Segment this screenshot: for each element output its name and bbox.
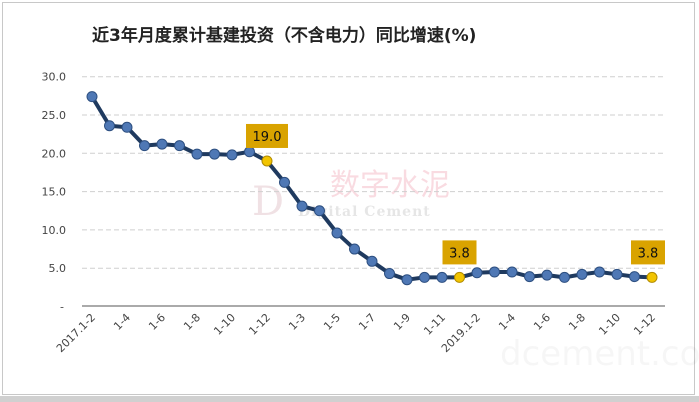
chart-title: 近3年月度累计基建投资（不含电力）同比增速(%) — [92, 26, 477, 46]
data-point — [86, 91, 98, 103]
data-point — [244, 146, 255, 158]
data-point — [279, 176, 290, 188]
data-point — [419, 271, 430, 283]
data-point — [104, 120, 115, 132]
y-tick-label: 15.0 — [42, 186, 67, 199]
data-point — [384, 268, 395, 280]
data-point — [314, 205, 325, 217]
data-label: 19.0 — [253, 130, 282, 145]
x-tick-label: 1-12 — [246, 311, 273, 338]
x-tick-label: 1-7 — [356, 311, 378, 333]
data-point — [401, 274, 413, 286]
data-point — [506, 266, 518, 278]
y-tick-label: 10.0 — [42, 224, 67, 237]
data-point — [349, 243, 360, 255]
highlight-point — [454, 271, 465, 283]
x-tick-label: 2017.1-2 — [54, 311, 98, 355]
data-point — [226, 149, 238, 161]
data-label-box — [246, 123, 288, 148]
x-tick-label: 1-6 — [146, 311, 168, 333]
watermark-site: dcement.com — [500, 334, 699, 374]
watermark-cn: 数字水泥 — [330, 168, 450, 203]
x-tick-label: 1-4 — [111, 311, 133, 333]
data-point — [489, 266, 500, 278]
data-label-box — [442, 240, 477, 265]
data-label-box — [631, 240, 665, 265]
watermark: D 数字水泥 Digital Cement — [252, 168, 450, 225]
y-tick-label: 30.0 — [42, 71, 67, 84]
data-point — [594, 266, 605, 278]
data-point — [156, 138, 168, 150]
watermark-logo: D — [252, 179, 284, 225]
highlight-point — [261, 155, 273, 167]
data-point — [541, 269, 553, 281]
data-point — [559, 271, 570, 283]
y-tick-label: 20.0 — [42, 147, 67, 160]
x-tick-label: 1-6 — [531, 311, 553, 333]
y-tick-label: 5.0 — [49, 262, 67, 275]
data-point — [524, 271, 535, 283]
x-tick-label: 1-8 — [181, 311, 203, 333]
x-tick-label: 1-9 — [391, 311, 413, 333]
data-label: 3.8 — [449, 246, 470, 261]
x-tick-label: 1-11 — [421, 311, 448, 338]
data-point — [471, 267, 483, 279]
data-point — [191, 148, 203, 160]
data-point — [121, 121, 133, 133]
watermark-en: Digital Cement — [298, 204, 431, 220]
data-point — [209, 148, 220, 160]
chart-frame — [2, 2, 695, 395]
data-point — [576, 268, 588, 280]
data-point — [366, 255, 378, 267]
bottom-scroll-strip — [0, 396, 699, 402]
y-tick-label: - — [60, 301, 64, 314]
y-tick-label: 25.0 — [42, 109, 67, 122]
data-point — [174, 140, 185, 152]
data-point — [436, 271, 448, 283]
data-point — [331, 227, 343, 239]
x-tick-label: 1-8 — [566, 311, 588, 333]
data-label: 3.8 — [638, 246, 659, 261]
data-point — [296, 200, 308, 212]
x-tick-label: 1-10 — [211, 311, 238, 338]
data-point — [629, 271, 640, 283]
x-tick-label: 1-3 — [286, 311, 308, 333]
highlight-point — [646, 271, 658, 283]
x-tick-label: 1-4 — [496, 311, 518, 333]
data-point — [611, 268, 623, 280]
x-tick-label: 2019.1-2 — [439, 311, 483, 355]
data-point — [139, 140, 150, 152]
x-tick-label: 1-5 — [321, 311, 343, 333]
